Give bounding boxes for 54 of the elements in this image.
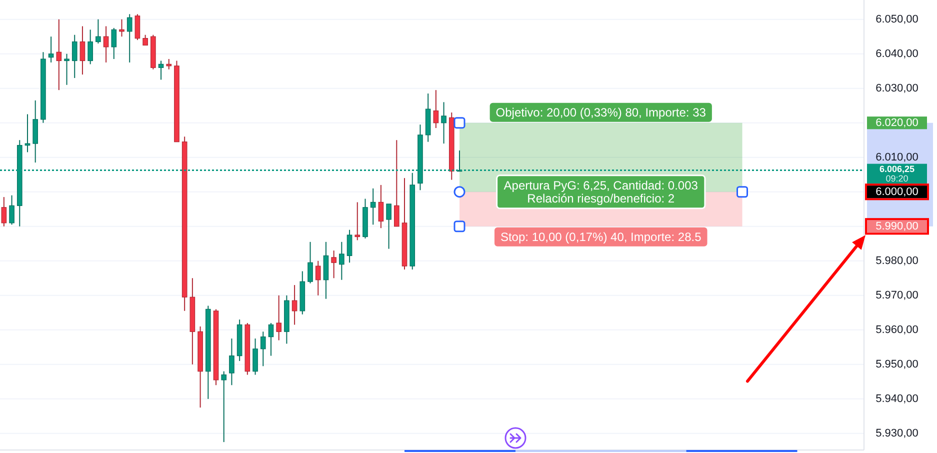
candlestick <box>142 34 148 46</box>
y-tick-label: 6.050,00 <box>876 13 918 26</box>
candlestick <box>441 102 446 144</box>
candlestick <box>346 229 352 264</box>
y-tick-label: 5.990,00 <box>876 220 918 232</box>
annotation: Apertura PyG: 6,25, Cantidad: 0.003 Relación riesgo/beneficio: 2 <box>504 178 698 206</box>
y-tick-label: 5.970,00 <box>876 289 918 302</box>
candlestick <box>56 18 62 91</box>
y-tick-label: 5.950,00 <box>876 358 918 370</box>
candlestick <box>24 114 30 153</box>
candlestick <box>331 250 336 279</box>
y-tick-label: 6.040,00 <box>876 48 918 60</box>
candlestick <box>134 14 140 41</box>
candlestick <box>126 14 132 63</box>
candlestick <box>111 27 117 60</box>
ref-line-label: 6.006,25 09:20 <box>879 164 915 184</box>
candlestick <box>394 140 400 227</box>
candlestick <box>292 284 298 326</box>
candlestick <box>166 58 172 70</box>
y-tick-label: 5.980,00 <box>876 254 918 267</box>
candlestick <box>119 18 124 38</box>
candlestick <box>354 202 360 241</box>
candlestick <box>276 294 282 341</box>
y-tick-label: 5.930,00 <box>876 427 918 440</box>
y-tick-label: 6.000,00 <box>876 186 918 198</box>
candlestick <box>64 53 70 86</box>
candlestick <box>386 203 392 250</box>
candlestick <box>229 338 234 386</box>
candlestick <box>48 36 54 63</box>
y-tick-label: 6.030,00 <box>876 82 918 94</box>
candlestick <box>260 331 266 367</box>
y-tick-label: 6.020,00 <box>876 116 918 129</box>
candlestick <box>308 241 313 284</box>
candlestick <box>88 29 93 65</box>
candlestick <box>315 260 321 296</box>
band-label: Stop: 10,00 (0,17%) 40, Importe: 28.5 <box>500 230 702 244</box>
candlestick <box>80 26 86 76</box>
band-label: Objetivo: 20,00 (0,33%) 80, Importe: 33 <box>496 105 706 120</box>
candlestick <box>96 18 101 44</box>
y-tick-label: 6.010,00 <box>876 151 918 164</box>
candlestick <box>1 196 7 227</box>
candlestick <box>103 26 109 63</box>
candlestick <box>339 241 344 280</box>
y-tick-label: 5.960,00 <box>876 324 918 336</box>
candlestick <box>221 370 227 443</box>
candlestick <box>252 338 258 376</box>
y-tick-label: 5.940,00 <box>876 392 918 405</box>
candlestick <box>9 194 14 226</box>
candlestick <box>433 90 439 129</box>
candlestick <box>268 322 274 356</box>
candlestick <box>370 188 376 226</box>
candlestick <box>72 34 78 78</box>
candlestick <box>378 184 384 229</box>
candlestick <box>158 60 164 80</box>
